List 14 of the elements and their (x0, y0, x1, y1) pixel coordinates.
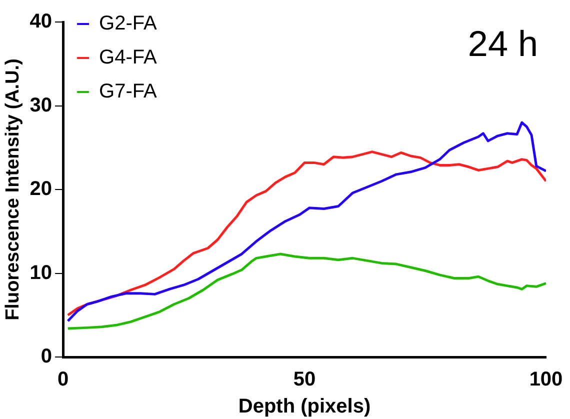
y-tick-label: 20 (30, 178, 52, 200)
x-tick-label: 0 (57, 368, 69, 391)
x-tick-label: 50 (293, 368, 316, 391)
x-axis-title: Depth (pixels) (238, 396, 371, 418)
legend-label: G4-FA (99, 46, 158, 69)
y-tick-label: 10 (30, 262, 52, 284)
y-tick-label: 30 (30, 94, 52, 116)
y-tick-label: 0 (40, 346, 52, 368)
chart-title: 24 h (468, 22, 538, 64)
x-tick-label: 100 (529, 368, 563, 391)
legend-label: G2-FA (99, 12, 158, 35)
y-tick-label: 40 (30, 10, 52, 33)
legend-label: G7-FA (99, 80, 158, 103)
y-axis-title: Fluorescence Intensity (A.U.) (2, 58, 24, 320)
